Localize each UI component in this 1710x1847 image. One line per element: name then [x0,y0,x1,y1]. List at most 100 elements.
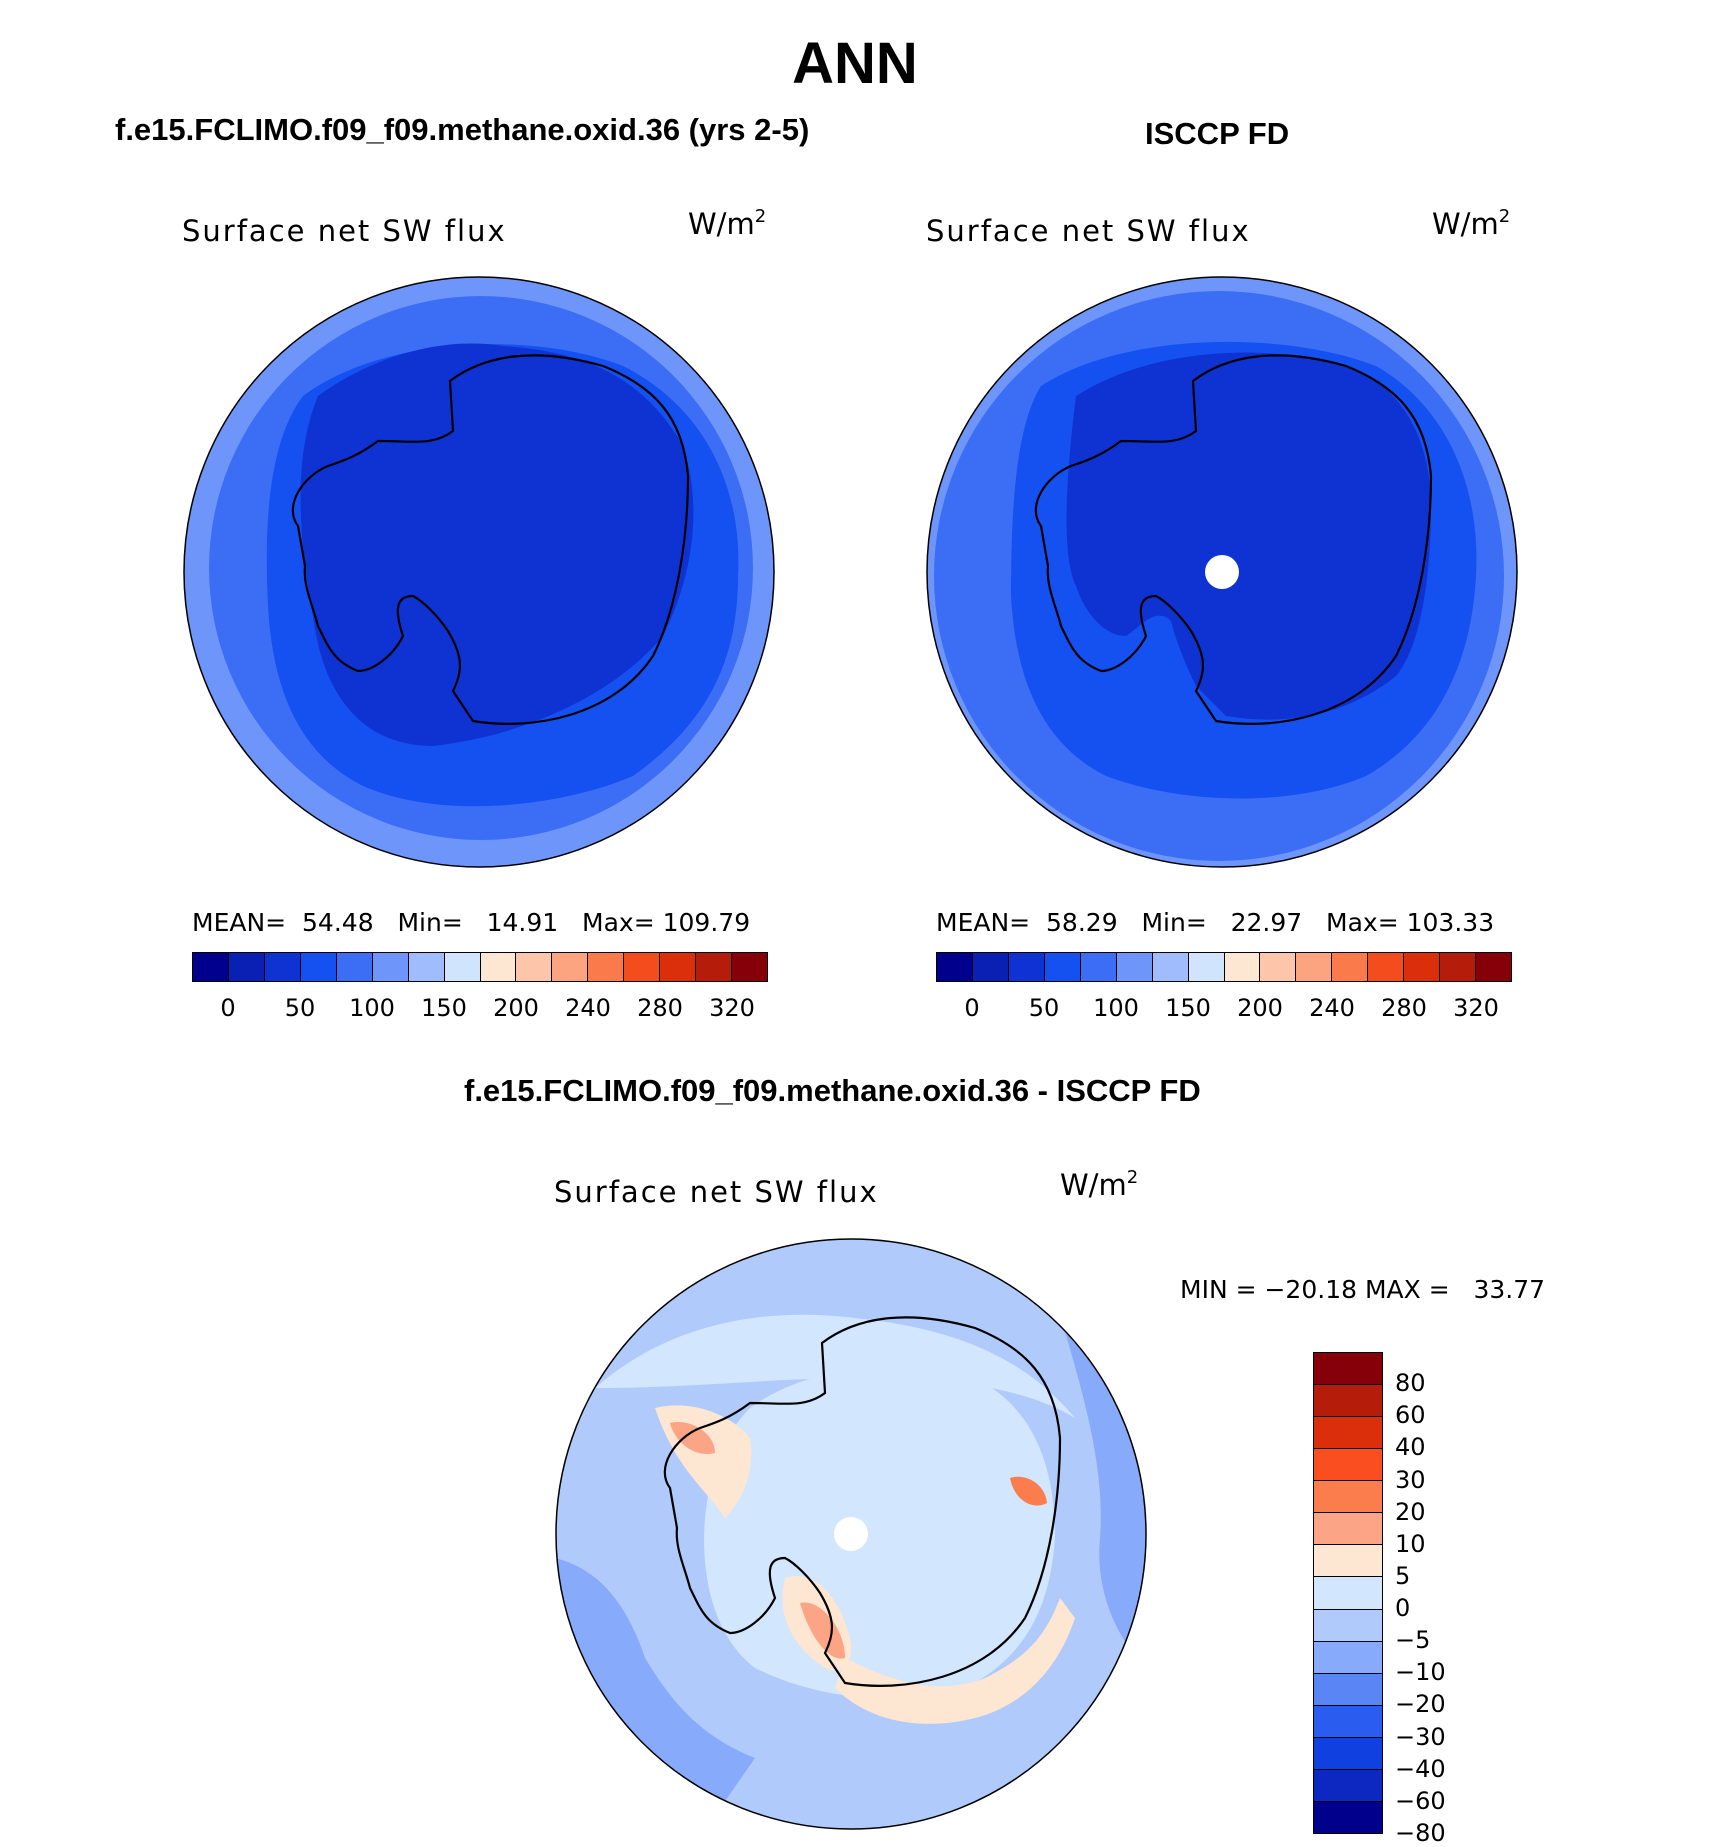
panel2-colorbar-box [1260,953,1297,981]
panel2-colorbar-box [1296,953,1333,981]
panel1-colorbar-box [696,953,733,981]
panel3-units: W/m2 [1060,1167,1139,1202]
panel1-stats: MEAN= 54.48 Min= 14.91 Max= 109.79 [192,908,751,937]
panel2-colorbar-box [1008,953,1045,981]
panel2-units: W/m2 [1432,206,1511,241]
panel1-colorbar-box [444,953,481,981]
panel3-colorbar-tick-label: 0 [1395,1594,1411,1623]
panel1-colorbar-tick-label: 320 [709,994,755,1022]
panel1-colorbar-box [660,953,697,981]
panel1-antarctica-outline [291,354,690,725]
panel1-colorbar-box [624,953,661,981]
panel1-colorbar-box [732,953,767,981]
panel2-colorbar-box [1188,953,1225,981]
panel3-colorbar [1313,1352,1383,1834]
panel1-colorbar-box [552,953,589,981]
panel3-colorbar-tick-label: −80 [1395,1819,1446,1847]
panel2-colorbar-box [1404,953,1441,981]
panel1-colorbar [192,952,768,982]
panel1-colorbar-box [300,953,337,981]
panel1-colorbar-tick-label: 0 [220,994,236,1022]
panel2-colorbar [936,952,1512,982]
panel3-light-ring [595,1314,1075,1418]
panel2-antarctica-outline [1034,354,1433,725]
panel2-colorbar-box [1476,953,1511,981]
panel1-colorbar-tick-label: 150 [421,994,467,1022]
panel1-colorbar-box [228,953,265,981]
panel3-colorbar-tick-label: −40 [1395,1754,1446,1783]
panel2-colorbar-tick-label: 150 [1165,994,1211,1022]
panel3-colorbar-box [1314,1449,1382,1482]
panel3-colorbar-box [1314,1481,1382,1514]
panel3-colorbar-tick-label: 80 [1395,1369,1426,1398]
panel2-colorbar-tick-label: 240 [1309,994,1355,1022]
panel1-colorbar-tick-label: 200 [493,994,539,1022]
panel3-variable-label: Surface net SW flux [554,1175,879,1209]
panel2-colorbar-box [1080,953,1117,981]
panel3-colorbar-box [1314,1705,1382,1738]
panel3-positive-peak-2 [1010,1476,1047,1506]
panel3-colorbar-box [1314,1577,1382,1610]
panel1-colorbar-box [372,953,409,981]
figure-title: ANN [792,31,918,96]
panel3-light-inner [704,1368,1055,1699]
panel3-colorbar-tick-label: 30 [1395,1465,1426,1494]
panel1-title: f.e15.FCLIMO.f09_f09.methane.oxid.36 (yr… [115,112,810,147]
panel3-colorbar-box [1314,1641,1382,1674]
panel2-colorbar-box [1152,953,1189,981]
panel3-colorbar-box [1314,1769,1382,1802]
panel1-colorbar-box [264,953,301,981]
panel3-negative-band-east [1055,1298,1146,1668]
panel2-colorbar-tick-label: 200 [1237,994,1283,1022]
panel3-stats: MIN = −20.18 MAX = 33.77 [1180,1275,1546,1304]
panel3-colorbar-box [1314,1737,1382,1770]
panel3-title: f.e15.FCLIMO.f09_f09.methane.oxid.36 - I… [464,1073,1201,1108]
panel3-colorbar-tick-label: 40 [1395,1433,1426,1462]
panel3-colorbar-box [1314,1609,1382,1642]
panel1-colorbar-box [588,953,625,981]
panel2-land-region [1066,352,1431,720]
panel1-colorbar-box [408,953,445,981]
panel3-colorbar-tick-label: 5 [1395,1561,1411,1590]
panel1-colorbar-tick-label: 50 [284,994,316,1022]
panel2-colorbar-box [1224,953,1261,981]
panel3-colorbar-tick-label: 60 [1395,1401,1426,1430]
panel3-positive-peak-1 [800,1602,845,1659]
panel1-colorbar-box [336,953,373,981]
panel3-positive-peak-3 [670,1422,715,1454]
panel3-colorbar-tick-label: 20 [1395,1497,1426,1526]
panel2-colorbar-tick-label: 0 [964,994,980,1022]
panel3-colorbar-tick-label: −60 [1395,1786,1446,1815]
panel2-colorbar-box [1116,953,1153,981]
panel3-polar-map [555,1238,1147,1830]
panel2-colorbar-box [1368,953,1405,981]
panel3-pole-missing-data [834,1517,868,1551]
panel3-colorbar-box [1314,1385,1382,1418]
panel1-colorbar-tick-label: 280 [637,994,683,1022]
panel2-variable-label: Surface net SW flux [926,214,1251,248]
panel3-colorbar-tick-label: −10 [1395,1658,1446,1687]
panel1-colorbar-tick-label: 100 [349,994,395,1022]
panel3-colorbar-tick-label: −30 [1395,1722,1446,1751]
panel2-colorbar-tick-label: 100 [1093,994,1139,1022]
panel3-positive-band [835,1598,1075,1724]
panel3-colorbar-box [1314,1801,1382,1833]
panel3-colorbar-box [1314,1545,1382,1578]
panel1-colorbar-tick-label: 240 [565,994,611,1022]
panel1-polar-map [183,276,775,868]
panel2-colorbar-box [972,953,1009,981]
panel2-pole-missing-data [1205,555,1239,589]
panel2-colorbar-box [1044,953,1081,981]
panel2-colorbar-tick-label: 50 [1028,994,1060,1022]
panel3-colorbar-tick-label: −20 [1395,1690,1446,1719]
panel2-polar-map [926,276,1518,868]
panel1-units: W/m2 [688,206,767,241]
panel2-colorbar-tick-label: 280 [1381,994,1427,1022]
panel2-stats: MEAN= 58.29 Min= 22.97 Max= 103.33 [936,908,1495,937]
panel2-colorbar-tick-label: 320 [1453,994,1499,1022]
panel1-colorbar-box [480,953,517,981]
panel3-colorbar-tick-label: 10 [1395,1529,1426,1558]
panel1-colorbar-box [516,953,553,981]
panel1-variable-label: Surface net SW flux [182,214,507,248]
panel2-colorbar-box [1440,953,1477,981]
